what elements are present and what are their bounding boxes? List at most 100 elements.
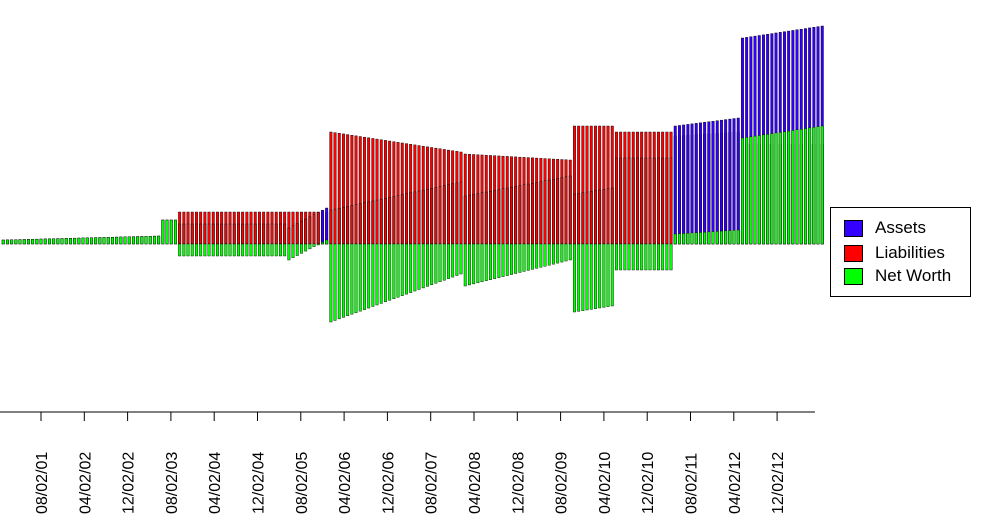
assets-bar [686, 124, 690, 245]
assets-bar [308, 216, 312, 245]
assets-bar [207, 223, 211, 245]
assets-bar [262, 223, 266, 245]
x-tick-label: 08/02/09 [554, 452, 571, 514]
net-worth-bar [531, 243, 534, 270]
net-worth-bar [783, 131, 786, 245]
net-worth-bar [169, 219, 173, 245]
net-worth-bar [564, 243, 568, 262]
net-worth-bar [804, 128, 807, 245]
assets-bar [346, 206, 350, 245]
net-worth-bar [409, 243, 413, 293]
net-worth-bar [665, 243, 669, 271]
assets-bar [564, 176, 568, 245]
net-worth-bar [489, 243, 492, 280]
assets-bar [493, 190, 497, 245]
net-worth-bar [442, 243, 446, 281]
net-worth-bar [371, 243, 375, 307]
assets-bar [568, 175, 572, 245]
legend-item-net-worth: Net Worth [844, 266, 951, 286]
net-worth-bar [333, 243, 337, 321]
net-worth-bar [388, 243, 392, 301]
x-tick-label: 08/02/11 [684, 453, 701, 514]
assets-bar [426, 189, 429, 245]
assets-bar [438, 186, 442, 245]
net-worth-bar [757, 135, 761, 245]
net-worth-bar [539, 243, 543, 268]
net-worth-bar [64, 238, 68, 245]
net-worth-bar [291, 243, 295, 258]
legend: Assets Liabilities Net Worth [830, 207, 971, 297]
assets-bar [652, 157, 656, 245]
net-worth-bar [686, 232, 690, 245]
net-worth-bar [405, 243, 408, 295]
net-worth-bar [413, 243, 417, 292]
assets-bar [547, 179, 551, 245]
net-worth-bar [463, 243, 467, 287]
assets-bar [694, 123, 698, 245]
assets-bar [459, 181, 463, 245]
net-worth-bar [816, 126, 820, 245]
assets-bar [606, 188, 610, 245]
net-worth-bar [337, 243, 341, 320]
net-worth-bar [535, 243, 539, 269]
assets-bar [417, 190, 421, 245]
assets-bar [732, 118, 736, 245]
assets-bar [220, 223, 224, 245]
net-worth-bar [140, 236, 144, 245]
assets-bar [703, 122, 707, 245]
assets-bar [539, 181, 543, 245]
assets-bar [505, 187, 509, 245]
assets-bar [468, 194, 471, 245]
net-worth-bar [682, 233, 686, 245]
net-worth-bar [669, 243, 673, 271]
net-worth-bar [283, 243, 287, 257]
net-worth-bar [127, 236, 131, 245]
net-worth-bar [136, 236, 140, 245]
legend-label-assets: Assets [875, 218, 927, 237]
net-worth-bar [623, 243, 627, 271]
assets-bar [615, 157, 618, 245]
legend-swatch-assets [844, 219, 863, 237]
net-worth-bar [421, 243, 425, 289]
assets-bar [413, 191, 417, 245]
assets-bar [295, 223, 299, 245]
assets-bar [392, 196, 396, 245]
assets-bar [236, 223, 240, 245]
net-worth-bar [560, 243, 564, 263]
net-worth-bar [426, 243, 429, 287]
net-worth-bar [417, 243, 421, 290]
assets-bar [405, 193, 408, 245]
net-worth-bar [640, 243, 644, 271]
net-worth-bar [39, 238, 43, 245]
net-worth-bar [484, 243, 488, 281]
net-worth-bar [480, 243, 484, 283]
net-worth-bar [472, 243, 476, 285]
net-worth-bar [568, 243, 572, 261]
net-worth-bar [35, 238, 39, 245]
assets-bar [585, 191, 589, 245]
assets-bar [367, 201, 371, 245]
assets-bar [375, 199, 379, 245]
net-worth-bar [451, 243, 455, 278]
net-worth-bar [749, 136, 753, 245]
net-worth-bar [329, 243, 333, 323]
net-worth-bar [493, 243, 497, 279]
net-worth-bar [207, 243, 211, 257]
net-worth-bar [736, 229, 740, 245]
legend-item-assets: Assets [844, 218, 926, 238]
net-worth-bar [820, 125, 824, 245]
net-worth-bar [602, 243, 606, 308]
assets-bar [228, 223, 232, 245]
net-worth-bar [652, 243, 656, 271]
assets-bar [274, 223, 278, 245]
legend-label-liabilities: Liabilities [875, 243, 945, 262]
net-worth-bar [119, 236, 123, 245]
net-worth-bar [791, 130, 795, 245]
assets-bar [510, 186, 513, 245]
assets-bar [518, 185, 522, 245]
net-worth-bar [367, 243, 371, 309]
net-worth-bar [631, 243, 635, 271]
net-worth-bar [194, 243, 198, 257]
net-worth-bar [615, 243, 618, 271]
assets-bar [535, 182, 539, 245]
